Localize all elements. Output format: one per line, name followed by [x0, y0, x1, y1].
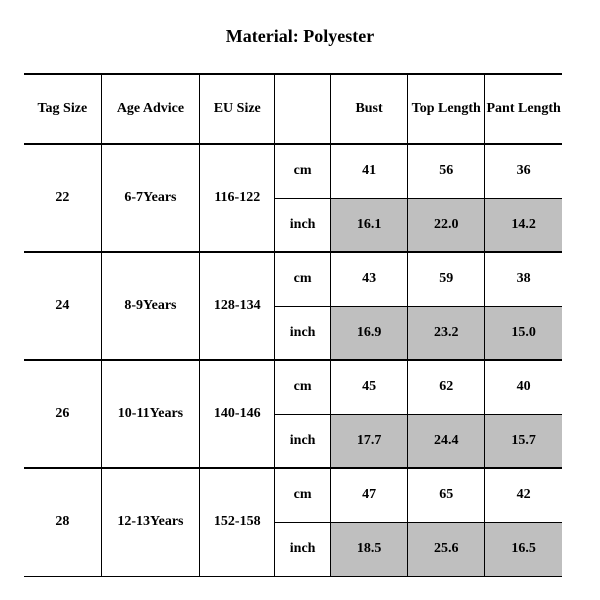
cell-top-length-cm: 65: [408, 468, 485, 522]
cell-unit-cm: cm: [275, 468, 331, 522]
th-eu-size: EU Size: [200, 74, 275, 144]
cell-bust-cm: 45: [330, 360, 407, 414]
th-age-advice: Age Advice: [101, 74, 200, 144]
size-chart-table: Tag Size Age Advice EU Size Bust Top Len…: [24, 73, 562, 577]
cell-age-advice: 6-7Years: [101, 144, 200, 252]
page-title: Material: Polyester: [0, 0, 600, 73]
th-pant-length: Pant Length: [485, 74, 562, 144]
cell-bust-cm: 41: [330, 144, 407, 198]
cell-tag-size: 26: [24, 360, 101, 468]
cell-pant-length-cm: 40: [485, 360, 562, 414]
cell-bust-inch: 18.5: [330, 522, 407, 576]
cell-bust-cm: 43: [330, 252, 407, 306]
th-tag-size: Tag Size: [24, 74, 101, 144]
cell-top-length-cm: 59: [408, 252, 485, 306]
cell-top-length-cm: 56: [408, 144, 485, 198]
cell-age-advice: 10-11Years: [101, 360, 200, 468]
th-top-length: Top Length: [408, 74, 485, 144]
cell-age-advice: 8-9Years: [101, 252, 200, 360]
table-row: 26 10-11Years 140-146 cm 45 62 40: [24, 360, 562, 414]
th-bust: Bust: [330, 74, 407, 144]
cell-bust-inch: 16.1: [330, 198, 407, 252]
cell-pant-length-inch: 14.2: [485, 198, 562, 252]
cell-unit-inch: inch: [275, 522, 331, 576]
cell-age-advice: 12-13Years: [101, 468, 200, 576]
cell-eu-size: 152-158: [200, 468, 275, 576]
cell-tag-size: 22: [24, 144, 101, 252]
cell-unit-cm: cm: [275, 144, 331, 198]
cell-unit-inch: inch: [275, 198, 331, 252]
table-row: 22 6-7Years 116-122 cm 41 56 36: [24, 144, 562, 198]
cell-pant-length-cm: 36: [485, 144, 562, 198]
cell-bust-cm: 47: [330, 468, 407, 522]
cell-unit-cm: cm: [275, 252, 331, 306]
table-row: 24 8-9Years 128-134 cm 43 59 38: [24, 252, 562, 306]
header-row: Tag Size Age Advice EU Size Bust Top Len…: [24, 74, 562, 144]
table-body: 22 6-7Years 116-122 cm 41 56 36 inch 16.…: [24, 144, 562, 576]
cell-top-length-inch: 25.6: [408, 522, 485, 576]
th-unit: [275, 74, 331, 144]
cell-unit-cm: cm: [275, 360, 331, 414]
cell-top-length-inch: 22.0: [408, 198, 485, 252]
cell-top-length-cm: 62: [408, 360, 485, 414]
cell-eu-size: 140-146: [200, 360, 275, 468]
cell-top-length-inch: 23.2: [408, 306, 485, 360]
cell-bust-inch: 16.9: [330, 306, 407, 360]
cell-bust-inch: 17.7: [330, 414, 407, 468]
cell-unit-inch: inch: [275, 414, 331, 468]
cell-tag-size: 24: [24, 252, 101, 360]
cell-pant-length-cm: 38: [485, 252, 562, 306]
cell-eu-size: 116-122: [200, 144, 275, 252]
cell-pant-length-inch: 15.7: [485, 414, 562, 468]
table-row: 28 12-13Years 152-158 cm 47 65 42: [24, 468, 562, 522]
cell-unit-inch: inch: [275, 306, 331, 360]
cell-tag-size: 28: [24, 468, 101, 576]
cell-pant-length-cm: 42: [485, 468, 562, 522]
cell-top-length-inch: 24.4: [408, 414, 485, 468]
cell-pant-length-inch: 15.0: [485, 306, 562, 360]
cell-eu-size: 128-134: [200, 252, 275, 360]
cell-pant-length-inch: 16.5: [485, 522, 562, 576]
